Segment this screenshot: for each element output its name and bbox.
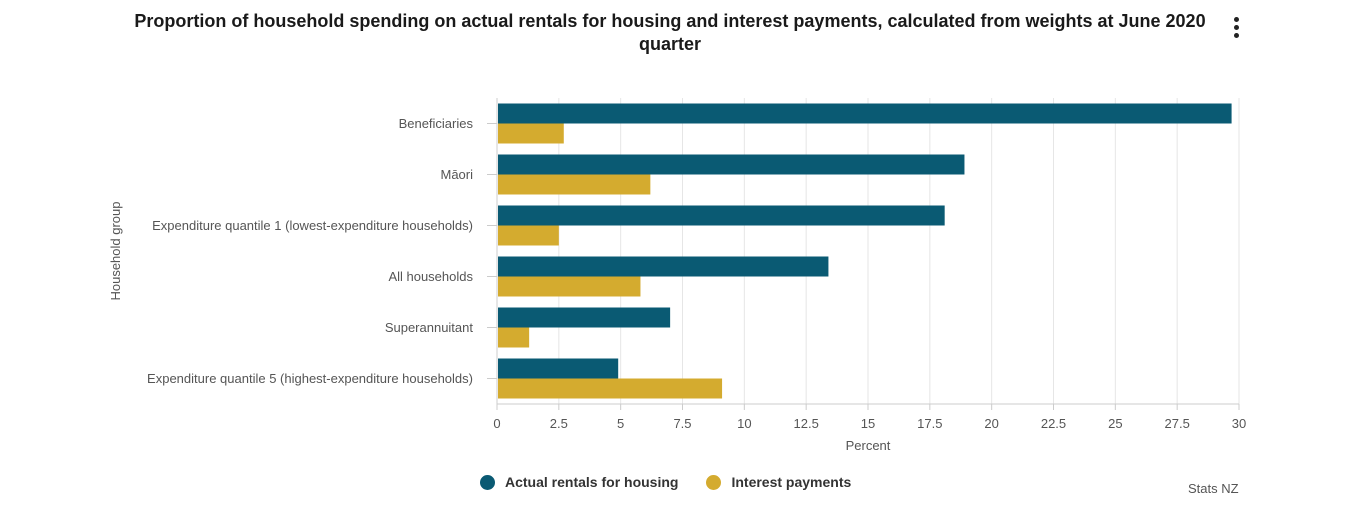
grid-lines <box>496 98 1240 404</box>
bar-actual-rentals[interactable] <box>498 256 829 277</box>
y-tick-label: Expenditure quantile 1 (lowest-expenditu… <box>152 218 473 233</box>
more-vertical-icon[interactable] <box>1224 14 1248 42</box>
legend-item-interest-payments[interactable]: Interest payments <box>706 474 851 490</box>
x-axis-title: Percent <box>846 438 891 453</box>
credits[interactable]: Stats NZ <box>1188 481 1239 496</box>
bar-interest-payments[interactable] <box>498 276 641 297</box>
x-tick-label: 2.5 <box>550 416 568 431</box>
x-tick-label: 15 <box>861 416 875 431</box>
x-tick-label: 5 <box>617 416 624 431</box>
x-tick-label: 27.5 <box>1165 416 1190 431</box>
x-tick-label: 7.5 <box>673 416 691 431</box>
bar-interest-payments[interactable] <box>498 123 564 144</box>
bar-actual-rentals[interactable] <box>498 205 945 226</box>
legend-item-actual-rentals[interactable]: Actual rentals for housing <box>480 474 678 490</box>
x-tick-label: 17.5 <box>917 416 942 431</box>
y-axis-title: Household group <box>108 201 123 300</box>
legend-swatch <box>480 474 495 490</box>
legend-swatch <box>706 474 722 490</box>
bar-interest-payments[interactable] <box>498 327 530 348</box>
y-tick-label: Superannuitant <box>385 320 474 335</box>
legend-label: Interest payments <box>731 474 852 490</box>
axes: 0 2.5 5 7.5 10 12.5 15 17.5 20 22.5 25 27.5 30 Benefi… <box>147 98 1246 431</box>
bar-interest-payments[interactable] <box>498 174 651 195</box>
bar-actual-rentals[interactable] <box>498 307 671 328</box>
bar-interest-payments[interactable] <box>498 378 723 399</box>
legend: Actual rentals for housing Interest paym… <box>480 474 879 490</box>
x-tick-label: 20 <box>984 416 998 431</box>
x-tick-label: 25 <box>1108 416 1122 431</box>
legend-label: Actual rentals for housing <box>505 474 679 490</box>
x-tick-label: 22.5 <box>1041 416 1066 431</box>
bar-actual-rentals[interactable] <box>498 358 619 379</box>
x-tick-label: 10 <box>737 416 751 431</box>
bar-interest-payments[interactable] <box>498 225 559 246</box>
x-tick-label: 0 <box>493 416 500 431</box>
y-tick-label: Expenditure quantile 5 (highest-expendit… <box>147 371 473 386</box>
y-tick-label: Māori <box>440 167 473 182</box>
bars <box>498 103 1232 399</box>
x-tick-label: 30 <box>1232 416 1246 431</box>
y-tick-label: All households <box>388 269 473 284</box>
bar-actual-rentals[interactable] <box>498 103 1232 124</box>
bar-actual-rentals[interactable] <box>498 154 965 175</box>
chart-title: Proportion of household spending on actu… <box>134 11 1206 54</box>
y-tick-label: Beneficiaries <box>399 116 474 131</box>
x-tick-label: 12.5 <box>794 416 819 431</box>
